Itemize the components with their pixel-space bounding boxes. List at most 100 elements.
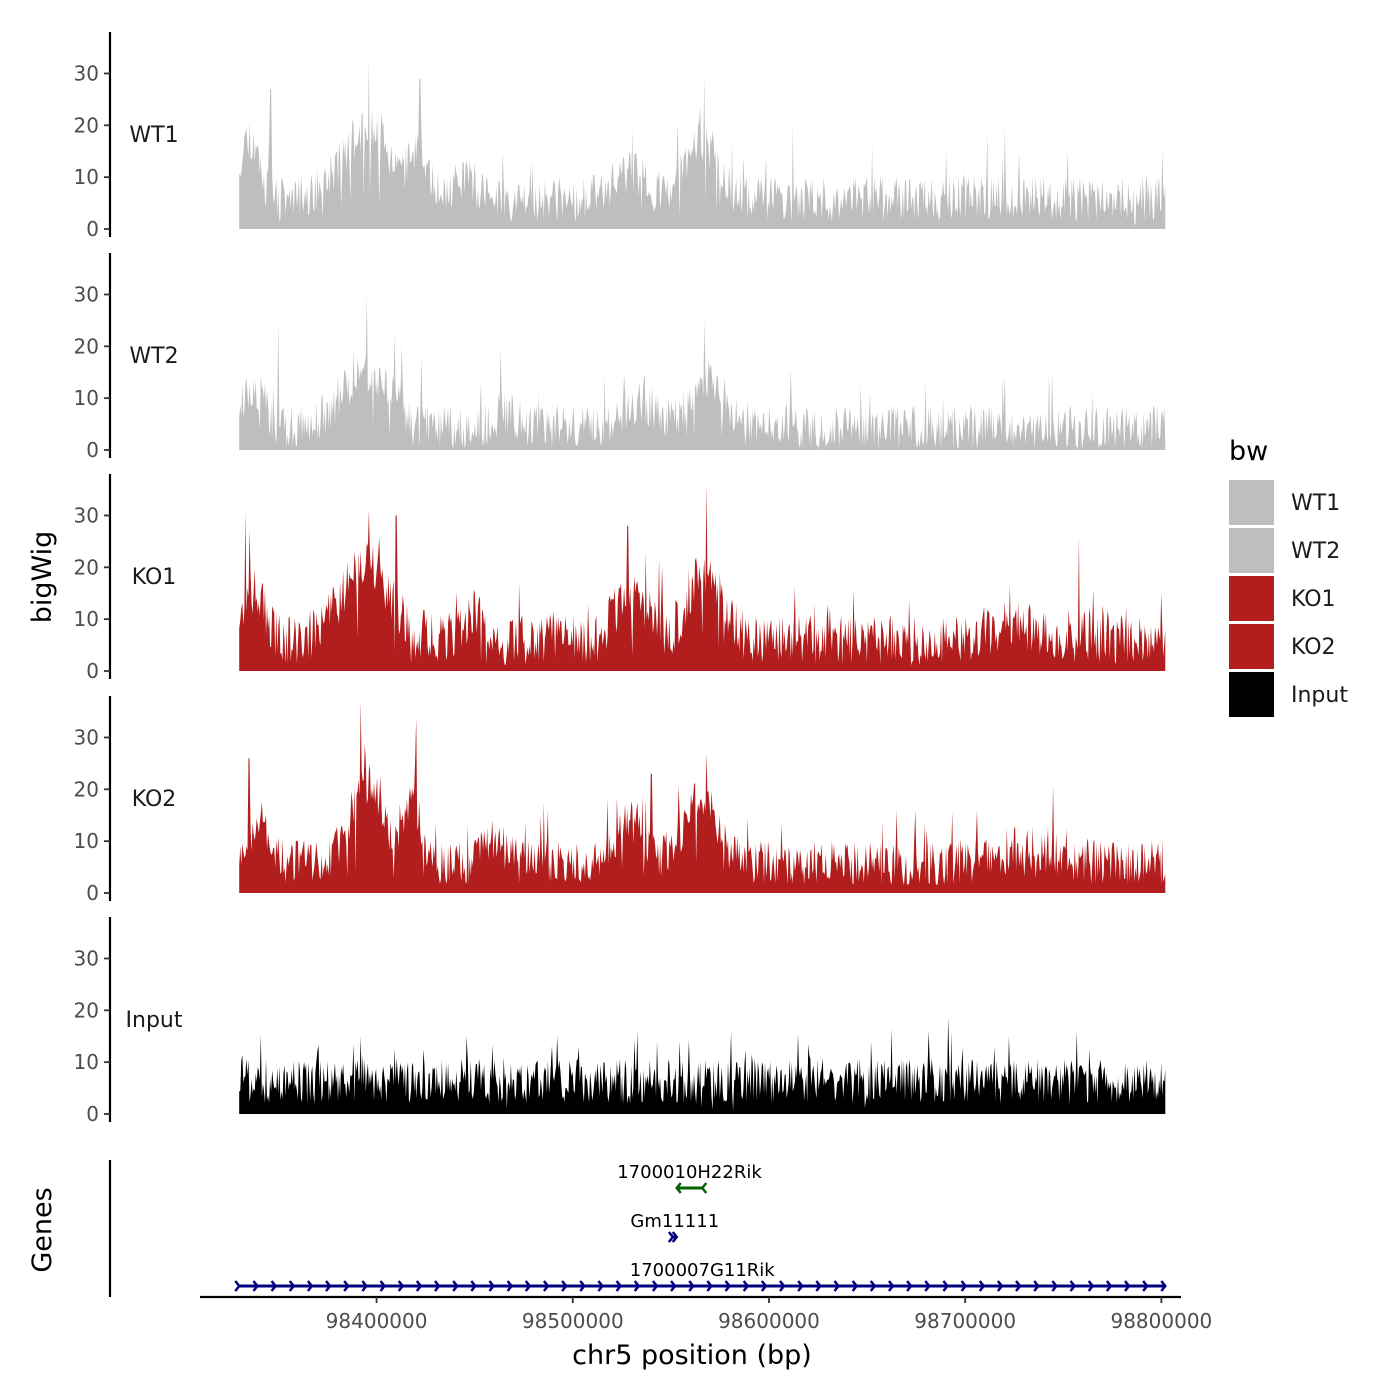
strand-arrow [397, 1280, 405, 1292]
strand-arrow [742, 1280, 750, 1292]
legend-label: Input [1291, 683, 1348, 708]
track-ko1: 0 10 20 30 KO1 [74, 474, 1166, 683]
y-tick-label: 10 [74, 165, 99, 189]
legend-item-wt1: WT1 [1229, 480, 1340, 525]
legend-swatch [1229, 576, 1274, 621]
strand-arrow [1105, 1280, 1113, 1292]
legend-swatch [1229, 528, 1274, 573]
strand-arrow [615, 1280, 623, 1292]
track-input: 0 10 20 30 Input [74, 917, 1166, 1126]
strand-arrow [234, 1280, 241, 1292]
strand-arrow [252, 1280, 259, 1292]
y-tick-label: 0 [86, 1102, 99, 1126]
y-tick-label: 30 [74, 503, 99, 527]
strand-arrow [488, 1280, 496, 1292]
track-label: Input [126, 1008, 183, 1033]
strand-arrow [978, 1280, 986, 1292]
strand-arrow [779, 1280, 786, 1292]
x-tick-label: 98400000 [326, 1309, 428, 1333]
strand-arrow [815, 1280, 822, 1292]
strand-arrow [325, 1280, 332, 1292]
strand-arrow [996, 1280, 1004, 1292]
y-tick-label: 30 [74, 946, 99, 970]
y-tick-label: 10 [74, 386, 99, 410]
x-axis-title: chr5 position (bp) [572, 1340, 812, 1371]
gene-track: 1700010H22Rik Gm11111 1700007G11Rik [108, 1160, 1167, 1297]
track-label: WT1 [129, 123, 178, 148]
strand-arrow [561, 1280, 568, 1292]
strand-arrow [906, 1280, 913, 1292]
track-wt2: 0 10 20 30 WT2 [74, 253, 1166, 462]
strand-arrow [1142, 1280, 1149, 1292]
signal-area-input [239, 1017, 1166, 1114]
legend-label: KO1 [1291, 587, 1336, 612]
strand-arrow [675, 1182, 682, 1194]
strand-arrow [343, 1280, 350, 1292]
y-axis-title: bigWig [27, 531, 58, 624]
strand-arrow [288, 1280, 296, 1292]
strand-arrow [1069, 1280, 1077, 1292]
strand-arrow [833, 1280, 841, 1292]
gene-gm11111: Gm11111 [630, 1211, 719, 1243]
y-tick-label: 20 [74, 334, 99, 358]
legend-item-ko2: KO2 [1229, 624, 1336, 669]
y-tick-label: 20 [74, 113, 99, 137]
strand-arrow [434, 1280, 441, 1292]
strand-arrow [924, 1280, 931, 1292]
x-tick-label: 98600000 [718, 1309, 820, 1333]
gene-label: 1700007G11Rik [630, 1260, 776, 1281]
strand-arrow [671, 1231, 679, 1243]
y-tick-label: 10 [74, 1050, 99, 1074]
signal-area-ko2 [239, 701, 1166, 893]
y-tick-label: 20 [74, 998, 99, 1022]
strand-arrow [942, 1280, 950, 1292]
track-wt1: 0 10 20 30 WT1 [74, 32, 1166, 241]
strand-arrow [960, 1280, 968, 1292]
strand-arrow [306, 1280, 314, 1292]
y-tick-label: 30 [74, 725, 99, 749]
legend-swatch [1229, 480, 1274, 525]
legend-item-ko1: KO1 [1229, 576, 1336, 621]
strand-arrow [700, 1182, 708, 1194]
strand-arrow [797, 1280, 804, 1292]
strand-arrow [270, 1280, 278, 1292]
strand-arrow [506, 1280, 514, 1292]
legend-label: KO2 [1291, 635, 1336, 660]
strand-arrow [688, 1280, 695, 1292]
strand-arrow [579, 1280, 586, 1292]
strand-arrow [415, 1280, 423, 1292]
strand-arrow [667, 1231, 675, 1243]
strand-arrow [651, 1280, 659, 1292]
y-tick-label: 30 [74, 282, 99, 306]
y-tick-label: 20 [74, 555, 99, 579]
genes-axis-title: Genes [27, 1187, 58, 1272]
legend-item-input: Input [1229, 672, 1348, 717]
gene-label: 1700010H22Rik [617, 1162, 762, 1183]
y-tick-label: 20 [74, 777, 99, 801]
signal-area-wt1 [239, 57, 1166, 230]
legend-swatch [1229, 672, 1274, 717]
strand-arrow [524, 1280, 532, 1292]
y-tick-label: 10 [74, 829, 99, 853]
strand-arrow [670, 1280, 677, 1292]
strand-arrow [1087, 1280, 1095, 1292]
strand-arrow [452, 1280, 459, 1292]
legend-title: bw [1229, 436, 1268, 467]
y-tick-label: 10 [74, 607, 99, 631]
strand-arrow [1015, 1280, 1022, 1292]
strand-arrow [1033, 1280, 1040, 1292]
y-tick-label: 30 [74, 61, 99, 85]
track-ko2: 0 10 20 30 KO2 [74, 696, 1166, 905]
legend: bw WT1 WT2 KO1 KO2 Input [1229, 436, 1348, 717]
strand-arrow [1051, 1280, 1058, 1292]
legend-label: WT2 [1291, 539, 1340, 564]
x-tick-label: 98800000 [1110, 1309, 1212, 1333]
x-axis: 98400000 98500000 98600000 98700000 98800000 [200, 1295, 1212, 1333]
strand-arrow [597, 1280, 605, 1292]
legend-swatch [1229, 624, 1274, 669]
x-tick-label: 98700000 [914, 1309, 1016, 1333]
x-tick-label: 98500000 [522, 1309, 624, 1333]
strand-arrow [379, 1280, 387, 1292]
signal-area-wt2 [239, 294, 1166, 450]
